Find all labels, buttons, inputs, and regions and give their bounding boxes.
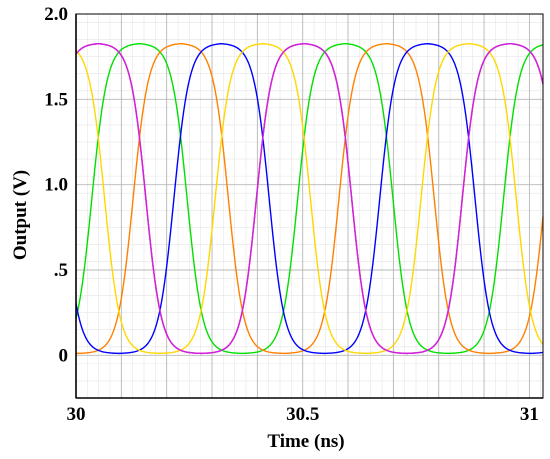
y-tick-label: 1.5	[44, 89, 68, 110]
y-tick-label: 2.0	[44, 4, 68, 25]
x-tick-label: 30	[67, 404, 86, 425]
y-axis-label: Output (V)	[10, 170, 31, 260]
y-tick-label: .5	[54, 260, 68, 281]
series-group	[75, 42, 544, 355]
x-tick-label: 30.5	[286, 404, 319, 425]
series-line-2	[75, 42, 544, 355]
series-line-4	[75, 42, 544, 355]
x-axis-label: Time (ns)	[267, 431, 344, 452]
grid-lines	[75, 13, 543, 399]
x-tick-labels: 30 30.5 31	[67, 404, 539, 425]
y-tick-label: 1.0	[44, 175, 68, 196]
y-tick-label: 0	[59, 345, 69, 366]
series-line-6	[75, 42, 544, 355]
x-tick-label: 31	[520, 404, 539, 425]
y-tick-labels: 0 .5 1.0 1.5 2.0	[44, 4, 68, 366]
series-line-3	[75, 42, 544, 355]
series-line-5	[75, 42, 544, 355]
